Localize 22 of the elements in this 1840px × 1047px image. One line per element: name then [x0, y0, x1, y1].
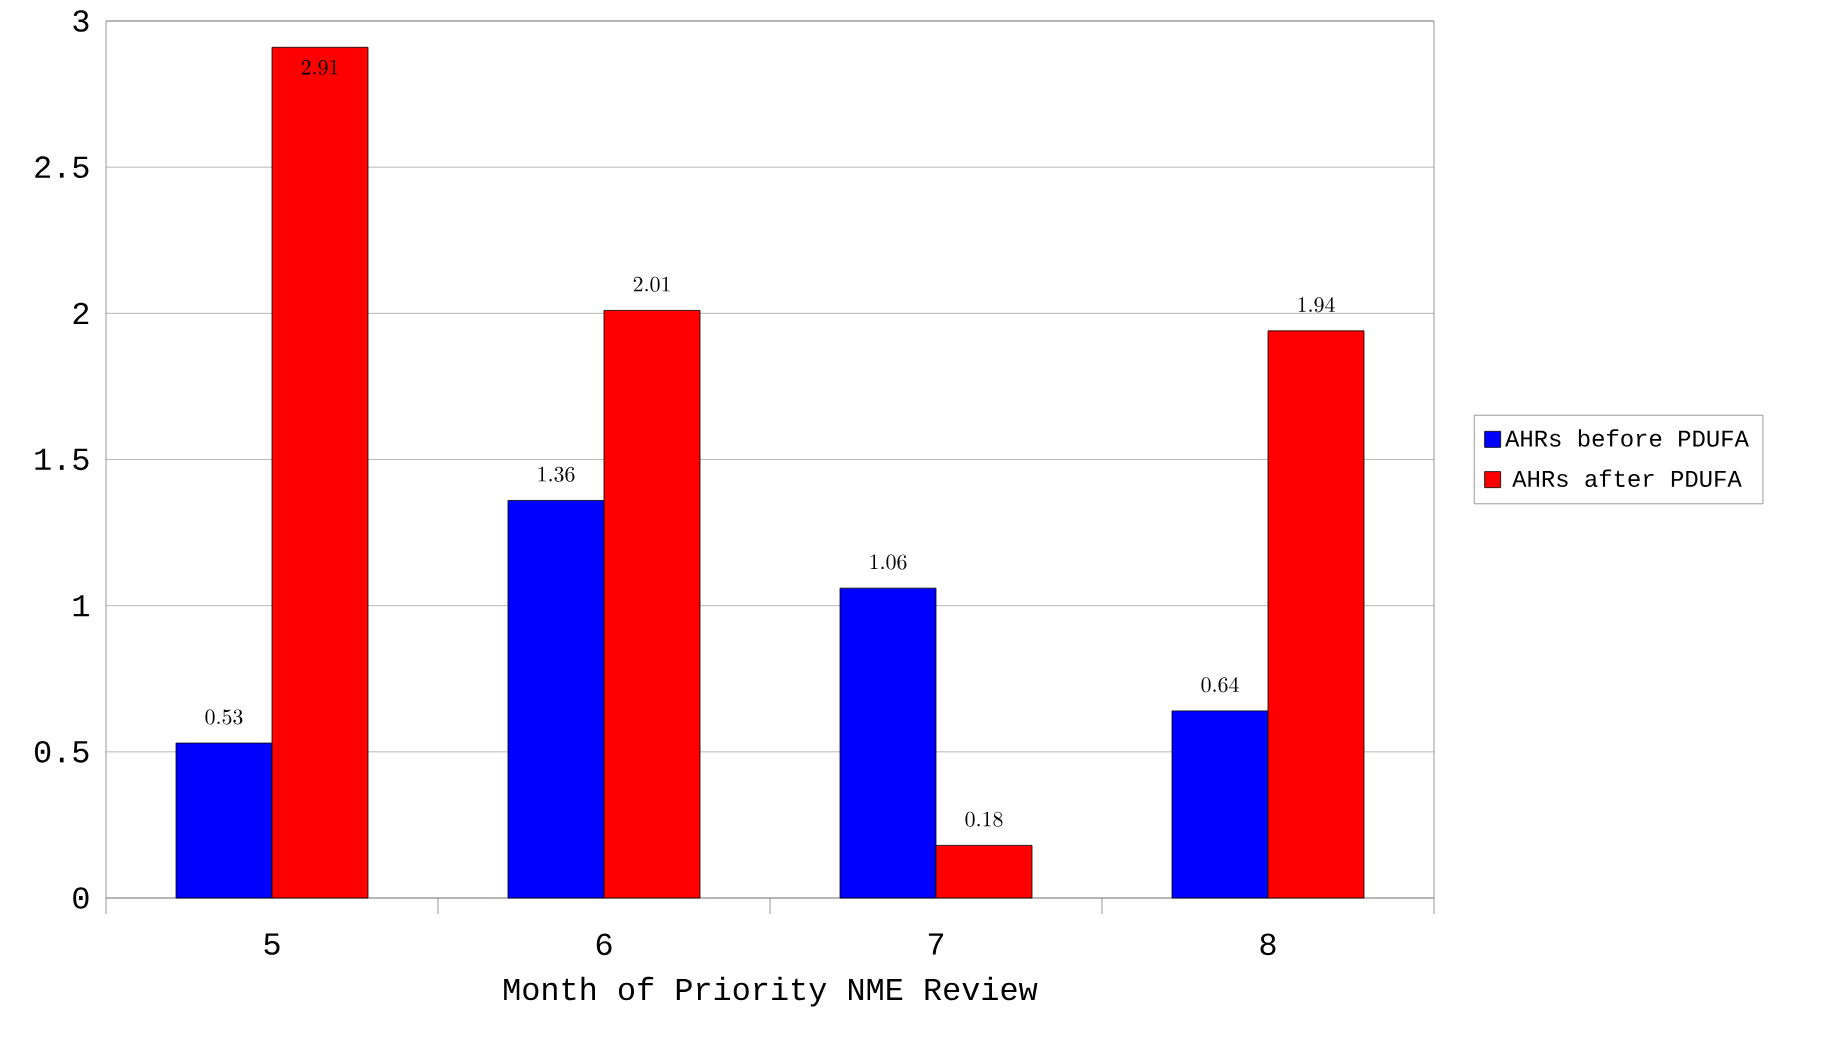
legend-label: AHRs after PDUFA — [1512, 469, 1742, 488]
data-label: 0. 18 — [965, 811, 1003, 827]
x-axis-title: Month of Priority NME Review — [504, 976, 1038, 1007]
x-tick-label: 7 — [928, 933, 944, 955]
y-tick-label: 1.5 — [35, 448, 89, 471]
data-label: 2.01 — [633, 276, 670, 292]
y-tick-label: 2 — [73, 302, 89, 324]
data-label: 2.91 — [301, 59, 338, 75]
y-tick-label: 1 — [73, 595, 89, 617]
data-label: 1 .06 — [870, 554, 907, 570]
data-label: 1 .36 — [538, 466, 575, 482]
x-tick-label: 6 — [596, 933, 612, 956]
x-tick-label: 8 — [1260, 933, 1276, 956]
data-label: 0.53 — [205, 709, 243, 725]
x-tick-label: 5 — [264, 933, 280, 955]
legend-label: AHRs before PDUFA — [1505, 429, 1749, 447]
y-tick-label: 0 — [73, 887, 89, 909]
y-tick-label: 2.5 — [35, 156, 89, 178]
data-label: 0.64 — [1201, 677, 1239, 693]
data-label: 1 .94 — [1298, 297, 1335, 313]
y-tick-label: 3 — [73, 10, 89, 32]
y-tick-label: 0.5 — [35, 741, 89, 763]
